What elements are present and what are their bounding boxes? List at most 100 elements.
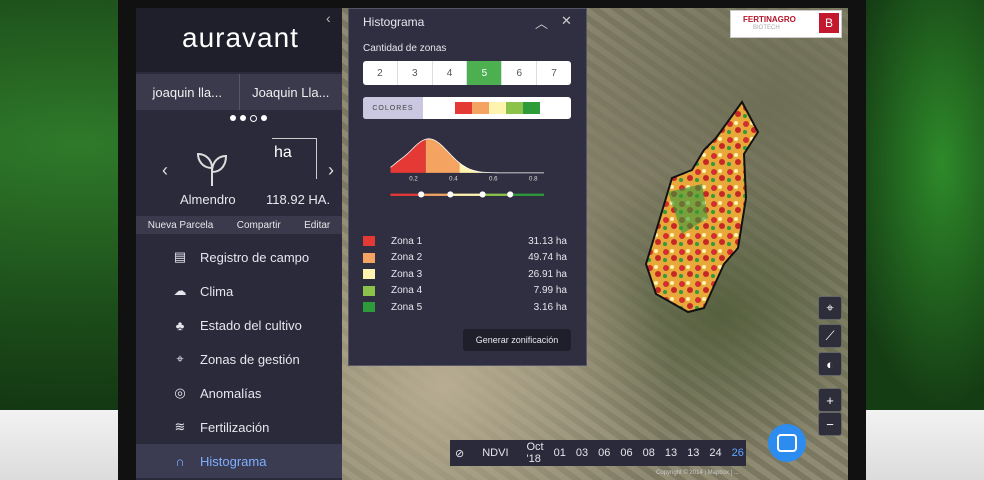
zone-option-5[interactable]: 5 <box>467 61 503 85</box>
new-field-button[interactable]: Nueva Parcela <box>147 219 214 231</box>
legend-swatch <box>363 252 375 263</box>
color-swatch <box>489 102 506 114</box>
zone-option-4[interactable]: 4 <box>433 61 468 85</box>
menu-item-label: Clima <box>200 283 234 299</box>
histogram-outline <box>390 138 544 174</box>
eye-off-icon[interactable]: ⊘ <box>455 447 465 460</box>
carousel-dots <box>230 115 267 122</box>
collapse-icon[interactable]: ‹ <box>326 10 331 26</box>
legend-zone-name: Zona 1 <box>391 235 423 247</box>
chevron-right-icon[interactable]: › <box>328 160 334 180</box>
menu-item-1[interactable]: ☁ Clima <box>136 274 342 308</box>
location-pin-icon[interactable]: ⌖ <box>818 296 842 320</box>
sidebar-menu: ▤ Registro de campo ☁ Clima ♣ Estado del cult… <box>136 240 342 478</box>
color-swatch <box>506 102 523 114</box>
timeline-day[interactable]: 13 <box>664 447 678 459</box>
timeline-day[interactable]: 08 <box>642 447 655 459</box>
field-summary: ‹ Almendro ha 118.92 HA. › <box>136 126 342 214</box>
legend-row: Zona 2 49.74 ha <box>363 250 571 267</box>
legend-row: Zona 4 7.99 ha <box>363 283 571 300</box>
cloud-icon: ☁ <box>173 283 187 298</box>
plant-icon <box>196 152 228 186</box>
menu-item-5[interactable]: ≋ Fertilización <box>136 410 342 444</box>
app-screen: FERTINAGRO BIOTECH B ⌖ ⟋ ◐ + − ⊘ NDVI Oc… <box>136 8 848 480</box>
carousel-dot[interactable] <box>261 115 267 121</box>
histogram-area-zone <box>459 162 483 173</box>
chat-icon <box>777 434 797 452</box>
brand-badge: B <box>819 13 839 33</box>
zone-option-7[interactable]: 7 <box>551 67 557 79</box>
menu-item-6[interactable]: ∩ Histograma <box>136 444 342 478</box>
threshold-slider-segment <box>482 193 511 196</box>
threshold-handle[interactable] <box>479 191 486 198</box>
crop-name: Almendro <box>180 192 236 207</box>
threshold-handle[interactable] <box>447 191 454 198</box>
chevron-left-icon[interactable]: ‹ <box>162 160 168 180</box>
histogram-area-zone <box>390 139 426 173</box>
histogram-chart: 0.20.40.60.80.250.390.540.68 <box>390 138 544 198</box>
share-button[interactable]: Compartir <box>236 219 281 231</box>
layer-select[interactable]: NDVI <box>482 447 509 459</box>
carousel-dot[interactable] <box>240 115 246 121</box>
timeline-day[interactable]: 01 <box>553 447 566 459</box>
field-log-icon: ▤ <box>173 249 187 264</box>
collapse-up-icon[interactable]: ︿ <box>535 16 549 31</box>
zone-option-2[interactable]: 2 <box>363 61 398 85</box>
zones-count-label: Cantidad de zonas <box>363 43 447 54</box>
legend-zone-value: 26.91 ha <box>528 268 567 280</box>
menu-item-0[interactable]: ▤ Registro de campo <box>136 240 342 274</box>
ruler-icon[interactable]: ⟋ <box>818 324 842 348</box>
color-palette-selector[interactable]: COLORES <box>363 97 571 119</box>
chat-button[interactable] <box>768 424 806 462</box>
legend-row: Zona 3 26.91 ha <box>363 266 571 283</box>
panel-title: Histograma <box>363 15 425 29</box>
timeline-day[interactable]: 06 <box>620 447 633 459</box>
menu-item-label: Anomalías <box>200 385 262 401</box>
user-tab-2[interactable]: Joaquin Lla... <box>252 84 330 100</box>
legend-zone-value: 3.16 ha <box>533 301 567 313</box>
menu-item-label: Estado del cultivo <box>200 317 302 333</box>
carousel-dot[interactable] <box>250 115 257 122</box>
histogram-x-tick: 0.4 <box>449 176 458 183</box>
zoom-in-icon[interactable]: + <box>818 388 842 412</box>
color-swatch <box>523 102 540 114</box>
threshold-slider-segment <box>450 193 483 196</box>
timeline-day[interactable]: 03 <box>575 447 589 459</box>
histogram-x-tick: 0.6 <box>489 176 498 183</box>
legend-swatch <box>363 302 375 313</box>
brand-name: FERTINAGRO <box>743 15 796 24</box>
field-overlay <box>644 100 760 314</box>
timeline-day[interactable]: 24 <box>709 447 722 459</box>
legend-row: Zona 5 3.16 ha <box>363 299 571 316</box>
generate-zoning-button[interactable]: Generar zonificación <box>463 329 571 351</box>
menu-item-4[interactable]: ◎ Anomalías <box>136 376 342 410</box>
timeline-day[interactable]: 26 <box>731 447 744 459</box>
menu-item-label: Fertilización <box>200 419 270 435</box>
anomaly-icon: ◎ <box>174 385 186 400</box>
zone-option-3[interactable]: 3 <box>398 61 433 85</box>
timeline-day[interactable]: 06 <box>598 447 611 459</box>
carousel-dot[interactable] <box>230 115 236 121</box>
timeline-day[interactable]: 13 <box>687 447 700 459</box>
legend-zone-name: Zona 3 <box>391 268 423 280</box>
zoom-out-icon[interactable]: − <box>818 412 842 436</box>
menu-item-label: Zonas de gestión <box>200 351 300 367</box>
user-tab-1[interactable]: joaquin lla... <box>152 84 222 100</box>
menu-item-label: Histograma <box>200 453 267 469</box>
contrast-icon[interactable]: ◐ <box>818 352 842 376</box>
close-icon[interactable]: ✕ <box>561 13 572 28</box>
menu-item-3[interactable]: ⌖ Zonas de gestión <box>136 342 342 376</box>
threshold-handle[interactable] <box>418 191 425 198</box>
app-logo: auravant ‹ <box>136 8 342 72</box>
legend-swatch <box>363 236 375 247</box>
edit-button[interactable]: Editar <box>304 219 331 231</box>
zone-option-6[interactable]: 6 <box>502 61 538 85</box>
legend-zone-value: 7.99 ha <box>533 285 567 297</box>
menu-item-2[interactable]: ♣ Estado del cultivo <box>136 308 342 342</box>
logo-text: auravant <box>182 22 299 53</box>
colors-label: COLORES <box>363 97 423 119</box>
month-select[interactable]: Oct '18 <box>526 441 544 465</box>
timeline-bar: ⊘ NDVI Oct '18 01 03 06 06 08 13 13 24 26 <box>450 440 746 466</box>
threshold-handle[interactable] <box>507 191 514 198</box>
